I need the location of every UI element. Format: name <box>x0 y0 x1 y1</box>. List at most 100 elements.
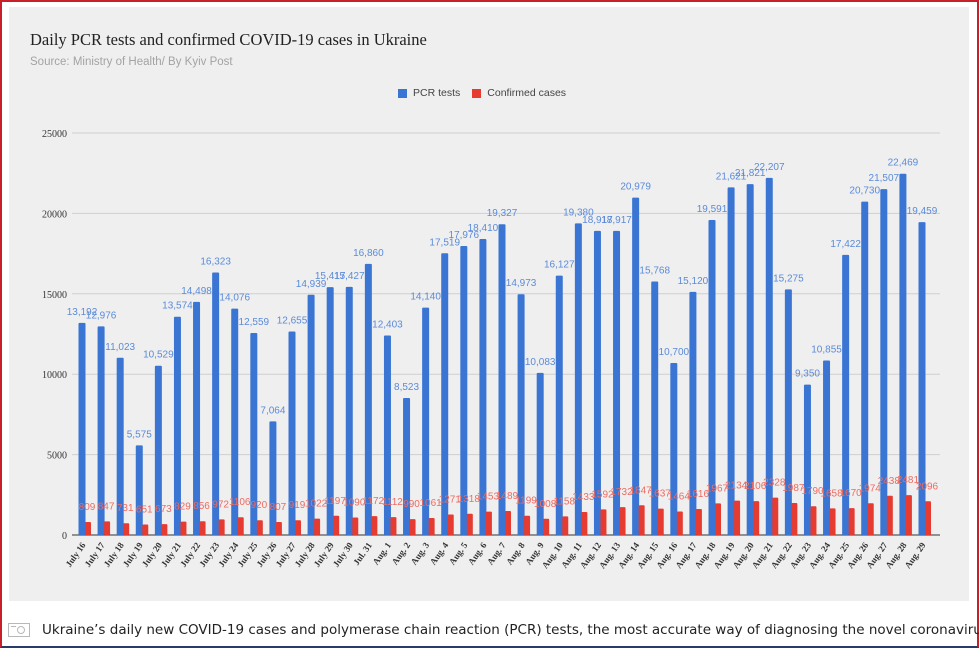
bar-pcr-tests <box>498 224 506 535</box>
data-label-confirmed-cases: 972 <box>212 499 229 510</box>
data-label-pcr-tests: 15,417 <box>315 271 346 282</box>
bar-confirmed-cases <box>314 518 321 535</box>
bar-confirmed-cases <box>161 524 168 535</box>
bar-pcr-tests <box>670 362 678 535</box>
bar-confirmed-cases <box>695 509 702 535</box>
bar-confirmed-cases <box>638 505 645 535</box>
bar-confirmed-cases <box>867 503 874 535</box>
bar-pcr-tests <box>651 281 659 535</box>
bar-confirmed-cases <box>85 521 91 535</box>
bar-confirmed-cases <box>676 511 683 535</box>
data-label-pcr-tests: 19,591 <box>697 204 728 215</box>
data-label-confirmed-cases: 1197 <box>324 496 346 507</box>
data-label-pcr-tests: 12,976 <box>86 310 117 321</box>
chart-legend: PCR tests Confirmed cases <box>398 87 578 99</box>
bar-pcr-tests <box>823 360 831 535</box>
data-label-pcr-tests: 17,976 <box>449 230 480 241</box>
data-label-pcr-tests: 12,655 <box>277 316 308 327</box>
bar-pcr-tests <box>555 275 563 535</box>
bar-pcr-tests <box>880 189 888 536</box>
data-label-pcr-tests: 18,917 <box>601 215 632 226</box>
data-label-confirmed-cases: 847 <box>98 501 115 512</box>
legend-label-cases: Confirmed cases <box>487 87 567 99</box>
bar-pcr-tests <box>613 230 621 535</box>
bar-confirmed-cases <box>505 511 511 535</box>
x-tick-label: Jul. 31 <box>351 540 374 567</box>
data-label-confirmed-cases: 856 <box>193 501 210 512</box>
bar-pcr-tests <box>269 421 277 535</box>
bar-pcr-tests <box>441 253 449 535</box>
data-label-pcr-tests: 16,127 <box>544 260 575 271</box>
data-label-pcr-tests: 10,083 <box>525 357 556 368</box>
data-label-confirmed-cases: 1318 <box>458 494 481 505</box>
data-label-pcr-tests: 15,120 <box>678 276 709 287</box>
bar-pcr-tests <box>403 397 411 535</box>
bar-confirmed-cases <box>791 503 798 535</box>
bar-pcr-tests <box>803 384 811 535</box>
bar-pcr-tests <box>345 286 353 535</box>
x-tick-label: Aug. 8 <box>504 540 527 567</box>
data-label-confirmed-cases: 829 <box>174 502 191 513</box>
data-label-pcr-tests: 15,768 <box>639 265 670 276</box>
bar-pcr-tests <box>250 333 258 535</box>
bar-confirmed-cases <box>772 497 779 535</box>
data-label-pcr-tests: 19,459 <box>907 206 938 217</box>
data-label-confirmed-cases: 1199 <box>515 496 537 507</box>
bar-pcr-tests <box>842 254 850 535</box>
legend-item-pcr[interactable]: PCR tests <box>398 87 460 99</box>
data-label-pcr-tests: 14,939 <box>296 279 327 290</box>
bar-confirmed-cases <box>275 522 282 535</box>
y-tick-label: 10000 <box>42 370 67 381</box>
data-label-confirmed-cases: 1732 <box>610 487 633 498</box>
bar-confirmed-cases <box>333 515 340 535</box>
x-tick-label: Aug. 1 <box>371 540 394 567</box>
data-label-pcr-tests: 20,730 <box>849 186 880 197</box>
bar-confirmed-cases <box>848 508 855 535</box>
bar-confirmed-cases <box>581 511 588 535</box>
bar-confirmed-cases <box>619 507 626 535</box>
bar-confirmed-cases <box>237 517 244 535</box>
data-label-confirmed-cases: 1967 <box>706 483 729 494</box>
x-tick-label: Aug. 5 <box>447 540 470 567</box>
bar-confirmed-cases <box>142 524 149 535</box>
data-label-confirmed-cases: 2096 <box>916 481 939 492</box>
data-label-pcr-tests: 12,403 <box>372 320 403 331</box>
bar-confirmed-cases <box>543 518 550 535</box>
data-label-confirmed-cases: 1847 <box>630 485 653 496</box>
bar-pcr-tests <box>746 184 754 535</box>
bar-pcr-tests <box>727 187 735 535</box>
data-label-confirmed-cases: 920 <box>250 500 267 511</box>
bar-confirmed-cases <box>905 495 912 535</box>
bar-confirmed-cases <box>390 517 397 535</box>
bar-confirmed-cases <box>295 520 301 535</box>
bar-confirmed-cases <box>352 517 359 535</box>
data-label-confirmed-cases: 2481 <box>897 475 920 486</box>
bar-pcr-tests <box>97 326 105 535</box>
data-label-confirmed-cases: 1790 <box>801 486 824 497</box>
x-tick-label: July 30 <box>331 540 355 569</box>
bar-pcr-tests <box>135 445 143 535</box>
legend-swatch-cases <box>472 88 482 98</box>
bar-confirmed-cases <box>485 511 492 535</box>
data-label-pcr-tests: 20,979 <box>620 182 651 193</box>
bar-confirmed-cases <box>810 506 817 535</box>
data-label-pcr-tests: 14,973 <box>506 278 537 289</box>
data-label-confirmed-cases: 1637 <box>649 489 672 500</box>
data-label-pcr-tests: 9,350 <box>795 369 820 380</box>
data-label-confirmed-cases: 809 <box>79 502 96 513</box>
data-label-pcr-tests: 19,380 <box>563 207 594 218</box>
caption-text: Ukraine’s daily new COVID-19 cases and p… <box>42 622 979 638</box>
bar-confirmed-cases <box>600 509 607 535</box>
bar-confirmed-cases <box>734 500 741 535</box>
data-label-confirmed-cases: 1453 <box>477 492 500 503</box>
bar-pcr-tests <box>479 238 487 535</box>
legend-label-pcr: PCR tests <box>413 87 461 99</box>
data-label-confirmed-cases: 2134 <box>725 481 748 492</box>
chart-title: Daily PCR tests and confirmed COVID-19 c… <box>30 30 427 49</box>
data-label-confirmed-cases: 807 <box>270 502 287 513</box>
x-tick-label: Aug. 4 <box>428 540 451 567</box>
bar-confirmed-cases <box>715 503 721 535</box>
legend-item-cases[interactable]: Confirmed cases <box>472 87 566 99</box>
y-tick-label: 20000 <box>42 209 67 220</box>
bar-confirmed-cases <box>123 523 130 535</box>
